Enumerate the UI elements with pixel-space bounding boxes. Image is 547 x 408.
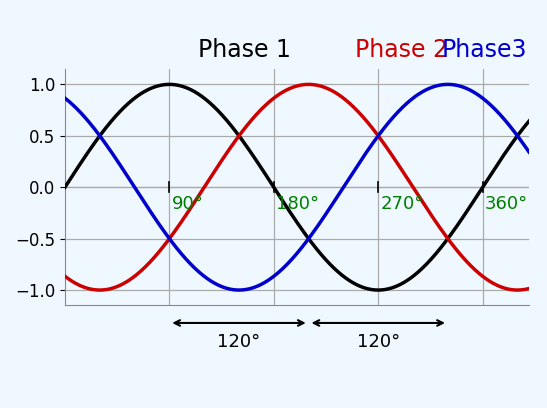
Text: 120°: 120° [357,333,400,351]
Text: Phase3: Phase3 [441,38,527,62]
Text: Phase 2: Phase 2 [355,38,448,62]
Text: 120°: 120° [217,333,260,351]
Text: 90°: 90° [172,195,203,213]
Text: 270°: 270° [381,195,424,213]
Text: Phase 1: Phase 1 [199,38,291,62]
Text: 180°: 180° [276,195,319,213]
Text: 360°: 360° [485,195,528,213]
